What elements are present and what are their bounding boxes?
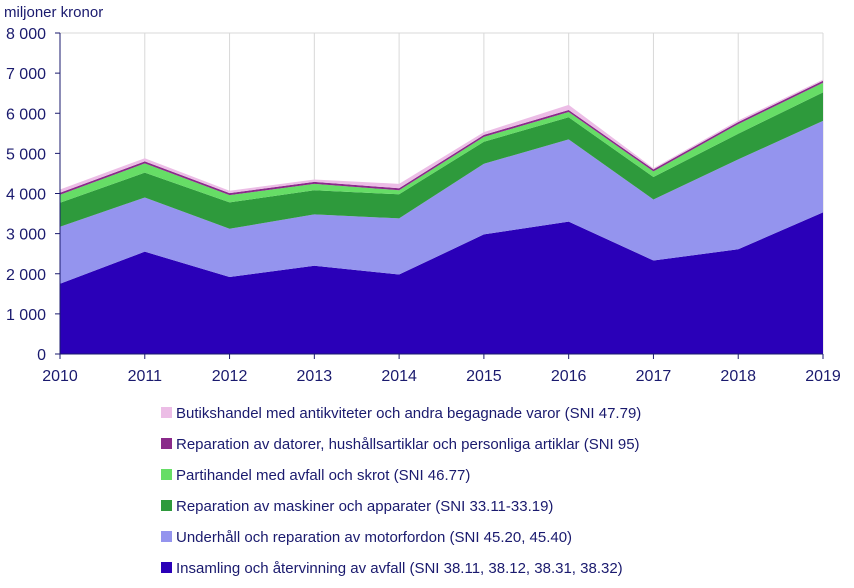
y-axis-unit-label: miljoner kronor <box>4 4 103 21</box>
legend-swatch <box>161 500 172 511</box>
x-tick-label: 2011 <box>128 368 163 385</box>
x-tick-label: 2010 <box>42 368 78 385</box>
legend-label: Butikshandel med antikviteter och andra … <box>176 405 641 422</box>
x-tick-labels: 2010 2011 2012 2013 2014 2015 2016 2017 2018 2019 <box>42 354 841 385</box>
x-tick-label: 2018 <box>720 368 756 385</box>
x-tick-label: 2019 <box>805 368 841 385</box>
legend-swatch <box>161 469 172 480</box>
legend-swatch <box>161 562 172 573</box>
y-tick-label: 1 000 <box>6 307 46 324</box>
legend-swatch <box>161 531 172 542</box>
y-tick-labels: 0 1 000 2 000 3 000 4 000 5 000 6 000 7 000 8 00… <box>6 26 60 364</box>
x-tick-label: 2012 <box>212 368 248 385</box>
legend-swatch <box>161 407 172 418</box>
y-tick-label: 6 000 <box>6 106 46 123</box>
legend-label: Partihandel med avfall och skrot (SNI 46… <box>176 467 470 484</box>
x-tick-label: 2013 <box>297 368 333 385</box>
legend-label: Underhåll och reparation av motorfordon … <box>176 529 572 546</box>
area-series-1 <box>60 212 823 354</box>
x-tick-label: 2014 <box>381 368 417 385</box>
x-tick-label: 2017 <box>636 368 672 385</box>
legend-swatch <box>161 438 172 449</box>
y-tick-label: 3 000 <box>6 227 46 244</box>
y-tick-label: 7 000 <box>6 66 46 83</box>
x-tick-label: 2015 <box>466 368 502 385</box>
legend-label: Reparation av datorer, hushållsartiklar … <box>176 436 640 453</box>
area-series-2 <box>60 120 823 284</box>
legend: Butikshandel med antikviteter och andra … <box>161 405 641 577</box>
x-tick-label: 2016 <box>551 368 587 385</box>
y-tick-label: 4 000 <box>6 187 46 204</box>
y-tick-label: 2 000 <box>6 267 46 284</box>
area-series <box>60 79 823 354</box>
y-tick-label: 5 000 <box>6 146 46 163</box>
y-tick-label: 0 <box>37 347 46 364</box>
legend-label: Reparation av maskiner och apparater (SN… <box>176 498 553 515</box>
legend-label: Insamling och återvinning av avfall (SNI… <box>176 560 623 577</box>
y-tick-label: 8 000 <box>6 26 46 43</box>
